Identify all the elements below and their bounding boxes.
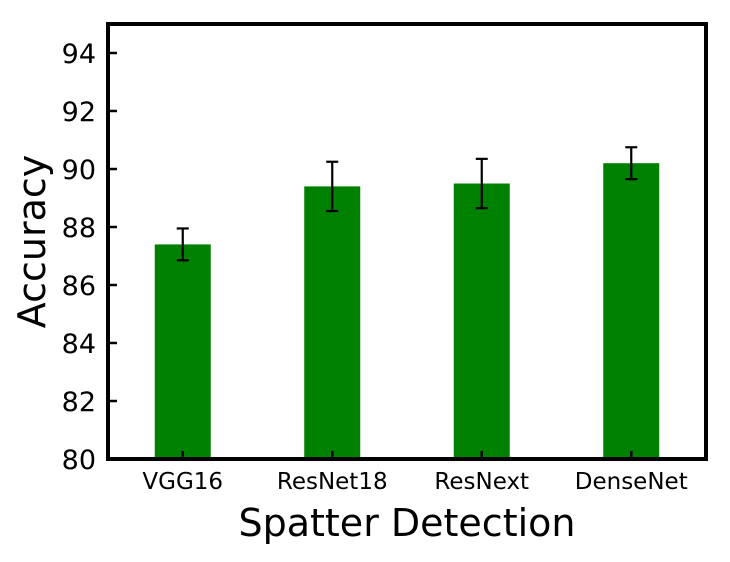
y-tick-label: 94 (62, 39, 96, 70)
plot-frame (106, 22, 708, 461)
y-tick-label: 92 (62, 97, 96, 128)
x-axis-ticks: VGG16 ResNet18 ResNext DenseNet (142, 451, 688, 495)
y-axis-title: Accuracy (10, 155, 54, 329)
x-tick-label: DenseNet (575, 469, 688, 495)
y-tick-label: 84 (62, 329, 96, 360)
error-bar-resnext (475, 157, 488, 210)
error-bar-densenet (625, 146, 638, 181)
x-tick-label: ResNet18 (277, 469, 388, 495)
y-tick-label: 86 (62, 271, 96, 302)
y-tick-label: 90 (62, 155, 96, 186)
bar-resnext (453, 183, 510, 459)
bar-densenet (603, 163, 660, 459)
error-bars-layer (176, 146, 638, 262)
bar-resnet18 (304, 186, 361, 459)
y-tick-label: 88 (62, 213, 96, 244)
bar-vgg16 (154, 244, 211, 459)
error-bar-vgg16 (176, 227, 189, 262)
y-tick-label: 80 (62, 445, 96, 476)
x-tick-label: ResNext (434, 469, 529, 495)
error-bar-resnet18 (326, 160, 339, 213)
y-tick-label: 82 (62, 387, 96, 418)
x-tick-label: VGG16 (142, 469, 223, 495)
x-axis-title: Spatter Detection (238, 501, 575, 545)
bars-layer (154, 163, 660, 459)
